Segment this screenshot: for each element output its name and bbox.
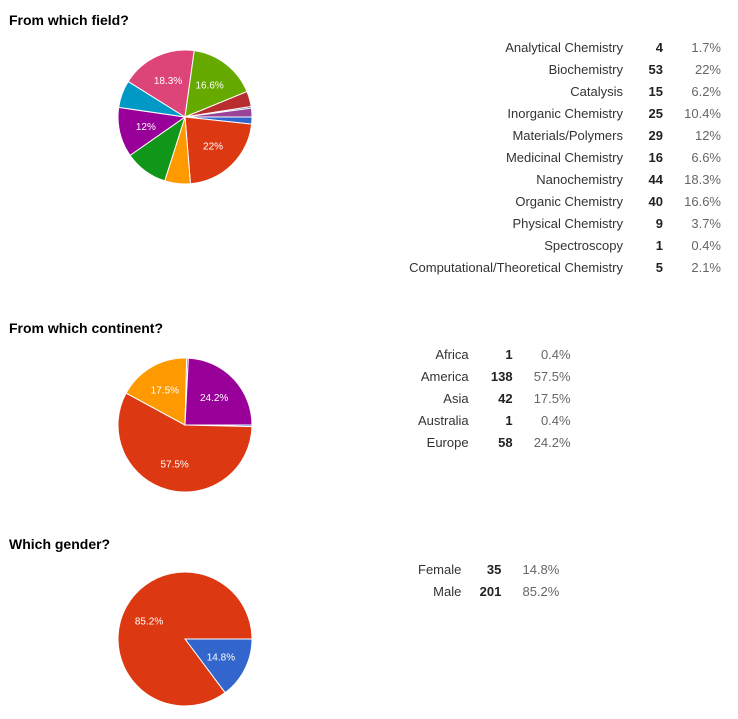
gender-pie-chart: 14.8% 85.2%	[117, 571, 253, 707]
legend-row: Asia 42 17.5%	[418, 387, 571, 409]
legend-row: Computational/Theoretical Chemistry 5 2.1%	[409, 256, 721, 278]
pie-slice-2-1	[117, 571, 253, 707]
field-pie-chart: 22% 12% 18.3% 16.6%	[117, 49, 253, 185]
legend-count: 40	[648, 193, 663, 209]
legend-label: America	[420, 368, 469, 384]
legend-percent: 2.1%	[691, 259, 721, 275]
legend-percent: 0.4%	[540, 346, 571, 362]
pie-slice-1-2	[125, 357, 188, 426]
legend-row: Physical Chemistry 9 3.7%	[409, 212, 721, 234]
legend-row: Biochemistry 53 22%	[409, 58, 721, 80]
continent-legend: Africa 1 0.4% America 138 57.5% Asia 42 17.5% Aus…	[418, 343, 571, 453]
gender-legend: Female 35 14.8% Male 201 85.2%	[418, 558, 559, 602]
legend-count: 25	[648, 105, 663, 121]
field-legend: Analytical Chemistry 4 1.7% Biochemistry 53 2…	[409, 36, 721, 278]
legend-label: Europe	[426, 434, 469, 450]
pie-slice-0-10	[184, 107, 253, 118]
legend-label: Catalysis	[570, 83, 623, 99]
legend-count: 58	[498, 434, 513, 450]
pie-slice-label-1-4: 24.2%	[200, 393, 228, 404]
legend-row: America 138 57.5%	[418, 365, 571, 387]
legend-label: Inorganic Chemistry	[507, 105, 623, 121]
continent-pie-chart: 57.5% 17.5% 24.2%	[117, 357, 253, 493]
legend-label: Materials/Polymers	[512, 127, 623, 143]
legend-percent: 16.6%	[684, 193, 721, 209]
legend-label: Analytical Chemistry	[505, 39, 623, 55]
legend-count: 1	[505, 412, 513, 428]
legend-count: 4	[655, 39, 663, 55]
legend-row: Nanochemistry 44 18.3%	[409, 168, 721, 190]
legend-row: Inorganic Chemistry 25 10.4%	[409, 102, 721, 124]
pie-slice-label-0-4: 12%	[136, 122, 156, 133]
legend-row: Europe 58 24.2%	[418, 431, 571, 453]
legend-percent: 17.5%	[533, 390, 571, 406]
legend-label: Africa	[435, 346, 469, 362]
legend-row: Female 35 14.8%	[418, 558, 559, 580]
legend-row: Materials/Polymers 29 12%	[409, 124, 721, 146]
legend-percent: 6.2%	[691, 83, 721, 99]
legend-percent: 22%	[694, 61, 721, 77]
field-chart-title: From which field?	[9, 12, 129, 28]
legend-percent: 12%	[694, 127, 721, 143]
pie-slice-label-2-0: 14.8%	[207, 653, 235, 664]
legend-label: Spectroscopy	[544, 237, 623, 253]
legend-percent: 0.4%	[691, 237, 721, 253]
legend-label: Asia	[443, 390, 469, 406]
legend-row: Spectroscopy 1 0.4%	[409, 234, 721, 256]
legend-row: Organic Chemistry 40 16.6%	[409, 190, 721, 212]
legend-label: Organic Chemistry	[515, 193, 623, 209]
legend-percent: 3.7%	[691, 215, 721, 231]
legend-count: 16	[648, 149, 663, 165]
legend-percent: 24.2%	[533, 434, 571, 450]
pie-slice-label-1-1: 57.5%	[160, 459, 188, 470]
legend-count: 1	[505, 346, 513, 362]
legend-count: 42	[498, 390, 513, 406]
legend-row: Africa 1 0.4%	[418, 343, 571, 365]
legend-row: Australia 1 0.4%	[418, 409, 571, 431]
legend-count: 44	[648, 171, 663, 187]
legend-label: Male	[433, 583, 462, 599]
legend-percent: 0.4%	[540, 412, 571, 428]
pie-slice-label-0-7: 16.6%	[195, 81, 223, 92]
legend-percent: 10.4%	[684, 105, 721, 121]
legend-count: 9	[655, 215, 663, 231]
legend-count: 138	[490, 368, 513, 384]
legend-label: Australia	[418, 412, 469, 428]
legend-percent: 18.3%	[684, 171, 721, 187]
pie-slice-label-0-1: 22%	[203, 141, 223, 152]
legend-count: 53	[648, 61, 663, 77]
legend-label: Biochemistry	[548, 61, 623, 77]
pie-slice-0-6	[127, 49, 195, 118]
pie-slice-label-0-6: 18.3%	[154, 76, 182, 87]
legend-percent: 6.6%	[691, 149, 721, 165]
legend-row: Male 201 85.2%	[418, 580, 559, 602]
legend-percent: 1.7%	[691, 39, 721, 55]
legend-count: 201	[479, 583, 502, 599]
legend-percent: 14.8%	[522, 561, 560, 577]
legend-label: Female	[418, 561, 462, 577]
pie-slice-0-1	[184, 116, 253, 185]
legend-count: 1	[655, 237, 663, 253]
legend-row: Analytical Chemistry 4 1.7%	[409, 36, 721, 58]
continent-chart-title: From which continent?	[9, 320, 163, 336]
legend-count: 5	[655, 259, 663, 275]
legend-label: Medicinal Chemistry	[505, 149, 623, 165]
legend-row: Catalysis 15 6.2%	[409, 80, 721, 102]
legend-count: 15	[648, 83, 663, 99]
legend-label: Computational/Theoretical Chemistry	[409, 259, 623, 275]
pie-slice-1-1	[117, 392, 253, 493]
pie-slice-label-1-2: 17.5%	[151, 386, 179, 397]
legend-count: 29	[648, 127, 663, 143]
legend-row: Medicinal Chemistry 16 6.6%	[409, 146, 721, 168]
pie-slice-label-2-1: 85.2%	[135, 616, 163, 627]
gender-chart-title: Which gender?	[9, 536, 111, 552]
pie-slice-1-4	[184, 357, 253, 426]
legend-label: Physical Chemistry	[512, 215, 623, 231]
legend-label: Nanochemistry	[536, 171, 623, 187]
pie-slice-2-0	[184, 638, 253, 694]
legend-percent: 85.2%	[522, 583, 560, 599]
pie-slice-0-7	[184, 50, 248, 118]
legend-percent: 57.5%	[533, 368, 571, 384]
legend-count: 35	[486, 561, 502, 577]
